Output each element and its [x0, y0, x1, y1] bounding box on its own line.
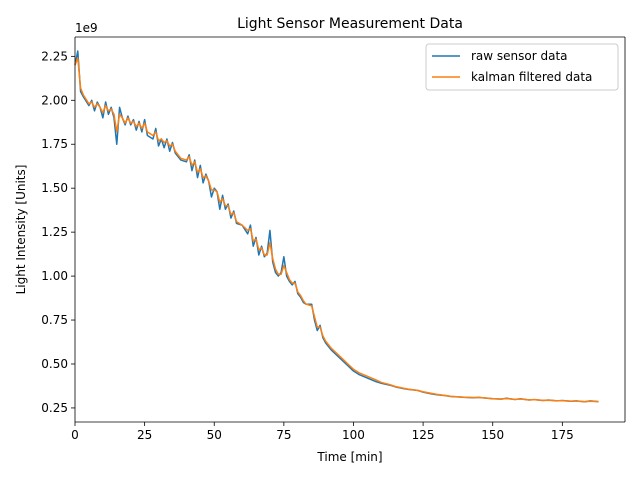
x-tick-label: 175 — [551, 428, 574, 442]
axes-background — [75, 37, 625, 422]
x-tick-label: 25 — [137, 428, 152, 442]
y-axis-label: Light Intensity [Units] — [14, 165, 28, 295]
x-tick-label: 75 — [276, 428, 291, 442]
y-tick-label: 2.25 — [41, 49, 68, 63]
y-tick-label: 1.25 — [41, 225, 68, 239]
x-axis-ticks: 0 25 50 75 100 125 150 175 — [71, 422, 574, 442]
y-tick-label: 1.75 — [41, 137, 68, 151]
x-tick-label: 150 — [481, 428, 504, 442]
legend: raw sensor data kalman filtered data — [425, 43, 619, 91]
legend-label-kalman: kalman filtered data — [471, 70, 592, 84]
x-tick-label: 0 — [71, 428, 79, 442]
legend-box — [425, 43, 619, 91]
legend-label-raw: raw sensor data — [471, 49, 568, 63]
series-layer — [74, 50, 599, 403]
x-tick-label: 50 — [207, 428, 222, 442]
y-axis-ticks: 0.25 0.50 0.75 1.00 1.25 1.50 1.75 2.00 2.25 — [41, 49, 75, 415]
x-tick-label: 125 — [412, 428, 435, 442]
chart-title: Light Sensor Measurement Data — [237, 16, 463, 32]
x-tick-label: 100 — [342, 428, 365, 442]
y-tick-label: 1.00 — [41, 269, 68, 283]
y-tick-label: 0.75 — [41, 313, 68, 327]
y-offset-text: 1e9 — [75, 21, 98, 35]
y-tick-label: 2.00 — [41, 93, 68, 107]
series-line-1 — [74, 57, 599, 403]
plot-area: 0 25 50 75 100 125 150 175 0.25 0.50 0.75 1.00 1.25… — [41, 36, 626, 442]
y-tick-label: 0.50 — [41, 357, 68, 371]
y-tick-label: 0.25 — [41, 401, 68, 415]
x-axis-label: Time [min] — [316, 450, 382, 464]
axes-frame — [74, 36, 626, 423]
y-tick-label: 1.50 — [41, 181, 68, 195]
